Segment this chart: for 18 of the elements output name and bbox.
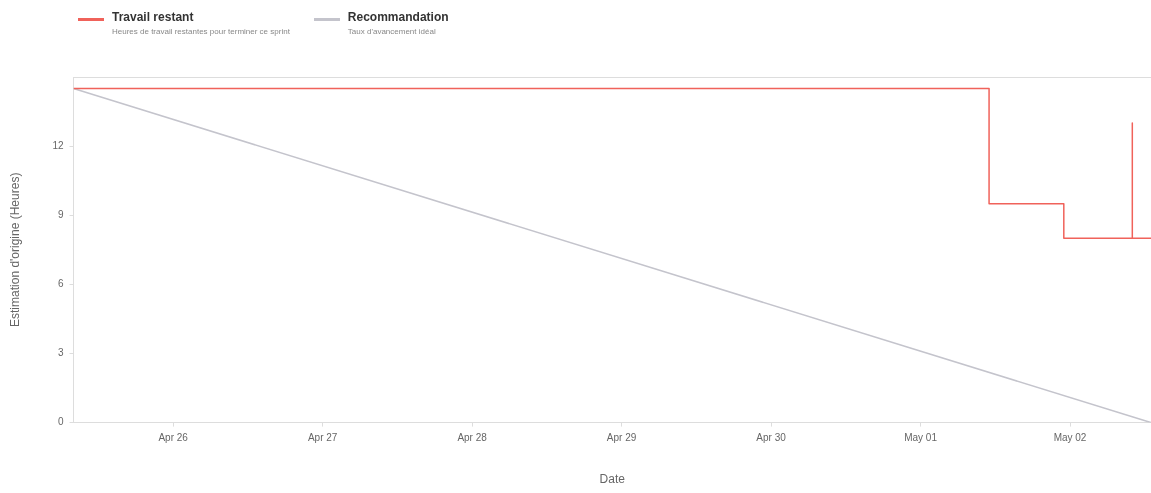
x-tick-label: Apr 27 xyxy=(307,432,338,444)
y-axis-title: Estimation d'origine (Heures) xyxy=(7,172,22,327)
legend-label: Travail restant xyxy=(112,10,195,24)
y-tick-label: 12 xyxy=(52,139,64,151)
y-tick-label: 9 xyxy=(57,208,64,220)
text: Taux d'avancement idéal xyxy=(347,27,437,36)
x-tick-label: Apr 30 xyxy=(756,432,787,444)
text: Heures de travail restantes pour terminer ce sprint xyxy=(112,27,290,36)
x-axis-title: Date xyxy=(599,472,626,487)
x-tick-label: Apr 29 xyxy=(606,432,637,444)
y-tick-label: 3 xyxy=(57,347,64,359)
legend-label: Recommandation xyxy=(347,10,449,24)
x-tick-label: May 02 xyxy=(1053,432,1087,444)
x-tick-label: Apr 26 xyxy=(158,432,189,444)
y-tick-label: 0 xyxy=(57,416,64,428)
x-tick-label: May 01 xyxy=(904,432,938,444)
x-tick-label: Apr 28 xyxy=(457,432,488,444)
y-tick-label: 6 xyxy=(57,278,64,290)
